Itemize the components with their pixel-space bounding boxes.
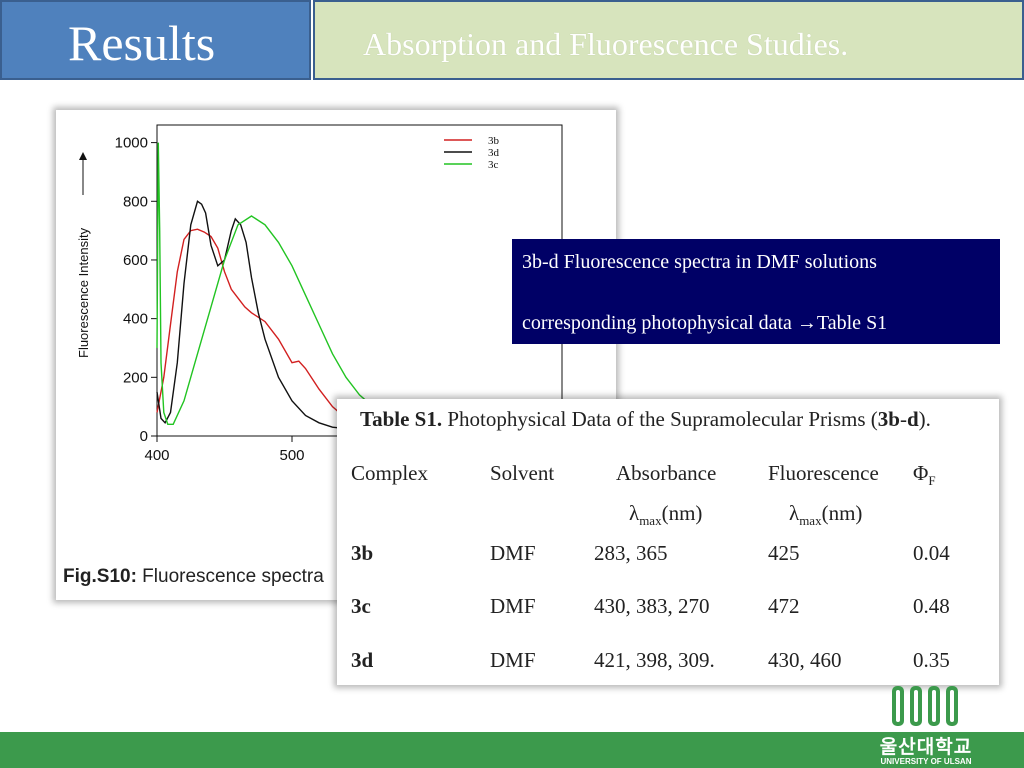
lambda-subscript: max (799, 513, 822, 529)
table-caption-label: Table S1. (360, 407, 443, 431)
header-quantum-yield: ΦF (913, 461, 936, 489)
legend-label-3c: 3c (488, 159, 499, 171)
row-fluorescence: 472 (768, 594, 800, 618)
university-logo: 울산대학교 UNIVERSITY OF ULSAN (866, 680, 986, 768)
figure-caption-text: Fluorescence spectra (136, 566, 324, 587)
header-complex: Complex (351, 461, 428, 485)
table-card: Table S1. Photophysical Data of the Supr… (337, 399, 999, 685)
logo-name: 울산대학교 (879, 736, 973, 758)
header-fluorescence: Fluorescence (768, 461, 879, 485)
phi-subscript: F (928, 473, 936, 489)
note-box: 3b-d Fluorescence spectra in DMF solutio… (512, 239, 1000, 344)
plot-frame (156, 124, 563, 437)
figure-caption-label: Fig.S10: (63, 566, 137, 587)
series-line-3b (156, 228, 374, 428)
header-solvent: Solvent (490, 461, 555, 485)
subtitle-panel: Absorption and Fluorescence Studies. (313, 0, 1024, 80)
note-line-2: corresponding photophysical data →Table … (522, 312, 888, 334)
header-absorbance: Absorbance (616, 461, 717, 485)
row-solvent: DMF (490, 541, 536, 565)
row-solvent: DMF (490, 648, 536, 672)
row-phi: 0.35 (913, 648, 950, 672)
lambda-symbol: λ (789, 501, 800, 525)
row-absorbance: 283, 365 (594, 541, 668, 565)
x-tick-label: 500 (279, 447, 304, 464)
lambda-symbol: λ (629, 501, 640, 525)
footer-bar (0, 732, 1024, 768)
row-complex: 3c (351, 594, 371, 618)
slide-title: Results (68, 15, 216, 71)
legend-label-3b: 3b (488, 135, 500, 147)
row-absorbance: 421, 398, 309. (594, 648, 715, 672)
series-line-3c (156, 142, 428, 431)
figure-caption: Fig.S10: Fluorescence spectra (63, 566, 324, 588)
row-solvent: DMF (490, 594, 536, 618)
y-tick-label: 600 (123, 252, 148, 269)
x-tick-label: 400 (144, 447, 169, 464)
table-caption-dash: - (899, 407, 907, 431)
table-caption-b: 3b (877, 407, 900, 431)
lambda-unit: (nm) (821, 501, 863, 525)
row-complex: 3b (351, 541, 374, 565)
row-fluorescence: 425 (768, 541, 800, 565)
y-tick-label: 200 (123, 369, 148, 386)
table-caption-d: d (906, 407, 919, 431)
title-panel: Results (0, 0, 311, 80)
subheader-absorbance: λmax(nm) (629, 501, 702, 529)
row-absorbance: 430, 383, 270 (594, 594, 710, 618)
y-tick-label: 1000 (115, 135, 148, 152)
subheader-fluorescence: λmax(nm) (789, 501, 862, 529)
y-tick-label: 800 (123, 193, 148, 210)
row-phi: 0.04 (913, 541, 950, 565)
table-caption-end: ). (918, 407, 931, 431)
fluorescence-chart: 0 200 400 600 800 1000 400 500 Fluorescence Inte… (76, 124, 563, 464)
y-tick-label: 400 (123, 311, 148, 328)
y-tick-label: 0 (140, 428, 148, 445)
logo-emblem-icon (892, 686, 958, 726)
row-complex: 3d (351, 648, 374, 672)
row-fluorescence: 430, 460 (768, 648, 842, 672)
series-line-3d (156, 200, 374, 433)
note-line-1: 3b-d Fluorescence spectra in DMF solutio… (522, 251, 877, 273)
y-axis-label: Fluorescence Intensity (76, 227, 91, 358)
logo-subtitle: UNIVERSITY OF ULSAN (880, 757, 972, 766)
table-caption-text: Photophysical Data of the Supramolecular… (442, 407, 878, 431)
row-phi: 0.48 (913, 594, 950, 618)
table-caption: Table S1. Photophysical Data of the Supr… (360, 407, 931, 432)
figure-card: 0 200 400 600 800 1000 400 500 Fluorescence Inte… (56, 110, 616, 600)
lambda-subscript: max (639, 513, 662, 529)
phi-symbol: Φ (913, 461, 929, 485)
slide-subtitle: Absorption and Fluorescence Studies. (363, 26, 849, 62)
legend-label-3d: 3d (488, 147, 500, 159)
lambda-unit: (nm) (661, 501, 703, 525)
y-axis-arrowhead (79, 152, 87, 160)
